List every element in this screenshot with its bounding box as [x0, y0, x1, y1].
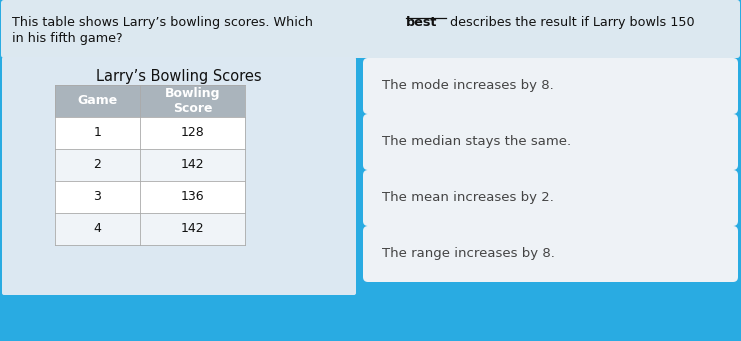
- FancyBboxPatch shape: [1, 0, 740, 58]
- Text: best: best: [405, 16, 437, 29]
- FancyBboxPatch shape: [363, 114, 738, 170]
- Text: 3: 3: [93, 191, 102, 204]
- Text: 136: 136: [181, 191, 205, 204]
- FancyBboxPatch shape: [363, 58, 738, 114]
- Text: 128: 128: [181, 127, 205, 139]
- Text: Game: Game: [77, 94, 118, 107]
- Text: The range increases by 8.: The range increases by 8.: [382, 248, 555, 261]
- Text: The mean increases by 2.: The mean increases by 2.: [382, 192, 554, 205]
- Text: 142: 142: [181, 159, 205, 172]
- FancyBboxPatch shape: [55, 213, 245, 245]
- Text: 2: 2: [93, 159, 102, 172]
- Text: Bowling
Score: Bowling Score: [165, 87, 220, 115]
- Text: 1: 1: [93, 127, 102, 139]
- FancyBboxPatch shape: [363, 170, 738, 226]
- FancyBboxPatch shape: [55, 85, 245, 117]
- Text: 4: 4: [93, 222, 102, 236]
- FancyBboxPatch shape: [363, 226, 738, 282]
- Text: Larry’s Bowling Scores: Larry’s Bowling Scores: [96, 69, 262, 84]
- Text: in his fifth game?: in his fifth game?: [12, 32, 122, 45]
- Text: describes the result if Larry bowls 150: describes the result if Larry bowls 150: [446, 16, 694, 29]
- FancyBboxPatch shape: [55, 149, 245, 181]
- Text: 142: 142: [181, 222, 205, 236]
- Text: The median stays the same.: The median stays the same.: [382, 135, 571, 148]
- FancyBboxPatch shape: [55, 181, 245, 213]
- FancyBboxPatch shape: [55, 117, 245, 149]
- Text: This table shows Larry’s bowling scores. Which: This table shows Larry’s bowling scores.…: [12, 16, 317, 29]
- Text: The mode increases by 8.: The mode increases by 8.: [382, 79, 554, 92]
- FancyBboxPatch shape: [2, 57, 356, 295]
